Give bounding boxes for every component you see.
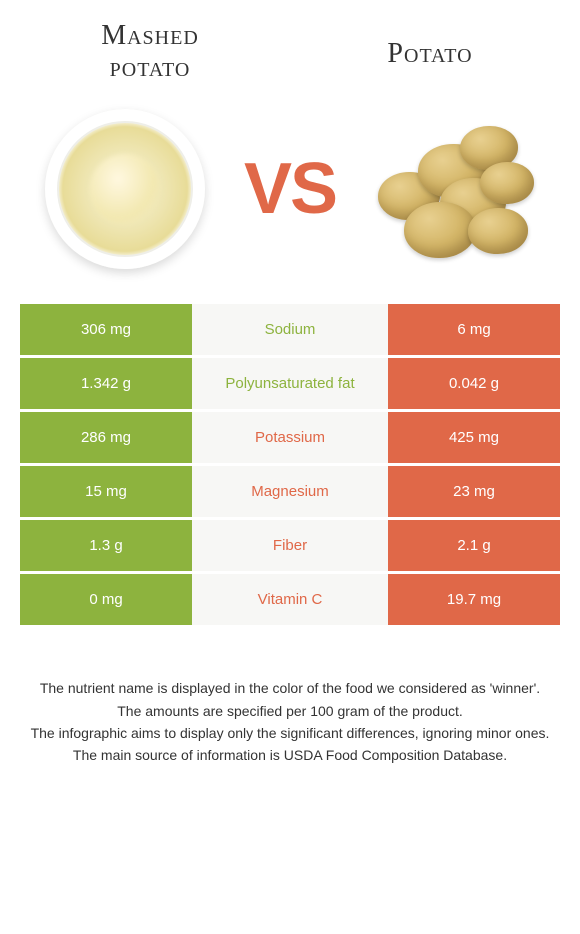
right-food-title: Potato (340, 38, 520, 70)
table-row: 15 mgMagnesium23 mg (20, 466, 560, 520)
right-value: 19.7 mg (388, 574, 560, 625)
nutrient-label: Sodium (192, 304, 388, 355)
left-value: 1.342 g (20, 358, 192, 409)
nutrient-table: 306 mgSodium6 mg1.342 gPolyunsaturated f… (20, 304, 560, 628)
left-food-title-line1: Mashed (101, 20, 199, 51)
potato-icon (370, 114, 540, 264)
vs-label: VS (244, 148, 336, 230)
right-value: 6 mg (388, 304, 560, 355)
right-food-image (370, 104, 540, 274)
left-food-image (40, 104, 210, 274)
header: Mashed potato Potato (0, 0, 580, 94)
right-value: 0.042 g (388, 358, 560, 409)
nutrient-label: Magnesium (192, 466, 388, 517)
nutrient-label: Potassium (192, 412, 388, 463)
table-row: 306 mgSodium6 mg (20, 304, 560, 358)
left-value: 306 mg (20, 304, 192, 355)
right-value: 2.1 g (388, 520, 560, 571)
left-value: 0 mg (20, 574, 192, 625)
table-row: 0 mgVitamin C19.7 mg (20, 574, 560, 628)
right-value: 23 mg (388, 466, 560, 517)
footnote-line: The main source of information is USDA F… (20, 745, 560, 765)
footnote-line: The nutrient name is displayed in the co… (20, 678, 560, 698)
footnote-line: The amounts are specified per 100 gram o… (20, 701, 560, 721)
nutrient-label: Fiber (192, 520, 388, 571)
left-food-title-line2: potato (110, 52, 191, 83)
table-row: 1.342 gPolyunsaturated fat0.042 g (20, 358, 560, 412)
mashed-potato-icon (45, 109, 205, 269)
left-food-title: Mashed potato (60, 20, 240, 84)
table-row: 1.3 gFiber2.1 g (20, 520, 560, 574)
footnotes: The nutrient name is displayed in the co… (20, 678, 560, 765)
nutrient-label: Polyunsaturated fat (192, 358, 388, 409)
images-row: VS (0, 94, 580, 304)
table-row: 286 mgPotassium425 mg (20, 412, 560, 466)
footnote-line: The infographic aims to display only the… (20, 723, 560, 743)
left-value: 15 mg (20, 466, 192, 517)
right-value: 425 mg (388, 412, 560, 463)
left-value: 286 mg (20, 412, 192, 463)
left-value: 1.3 g (20, 520, 192, 571)
nutrient-label: Vitamin C (192, 574, 388, 625)
